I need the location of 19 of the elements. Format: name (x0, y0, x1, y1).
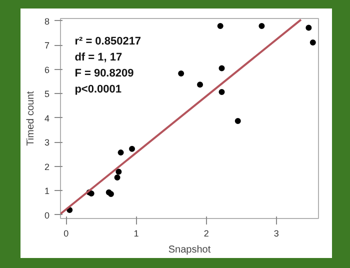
y-tick-label: 4 (44, 113, 50, 124)
x-axis-title: Snapshot (168, 244, 211, 256)
y-tick-label: 5 (44, 89, 50, 100)
annotation: F = 90.8209 (74, 68, 134, 80)
y-tick-label: 7 (44, 40, 50, 51)
y-tick-label: 3 (44, 138, 50, 148)
y-tick-label: 1 (44, 186, 50, 196)
x-tick-label: 0 (64, 228, 69, 238)
annotation: p<0.0001 (74, 84, 122, 96)
x-tick-label: 2 (204, 228, 209, 238)
y-tick-label: 6 (44, 64, 50, 75)
y-tick-label: 2 (44, 162, 50, 172)
x-tick-label: 3 (274, 228, 279, 238)
annotation: r² = 0.850217 (74, 36, 142, 48)
annotation: df = 1, 17 (74, 52, 122, 64)
y-tick-label: 0 (44, 210, 50, 220)
y-axis-title: Timed count (25, 90, 36, 146)
x-tick-label: 1 (134, 228, 139, 238)
y-tick-label: 8 (44, 16, 50, 26)
